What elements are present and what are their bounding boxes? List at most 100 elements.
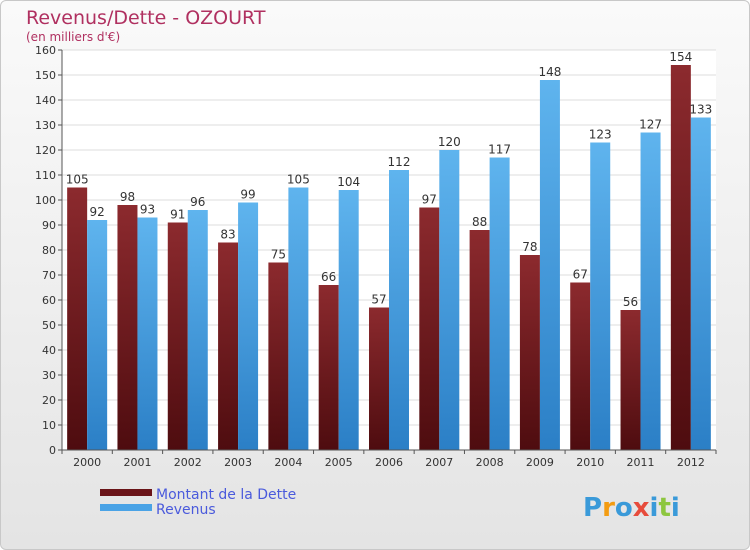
data-label: 148: [538, 65, 561, 79]
chart-subtitle: (en milliers d'€): [26, 30, 120, 44]
data-label: 97: [422, 193, 437, 207]
x-tick-label: 2002: [174, 456, 202, 469]
bar-dette: [218, 242, 239, 450]
data-label: 99: [240, 188, 255, 202]
legend-swatch-revenus: [100, 504, 152, 511]
x-tick-label: 2011: [627, 456, 655, 469]
bar-dette: [318, 285, 339, 450]
y-tick-label: 80: [42, 244, 56, 257]
y-tick-label: 110: [35, 169, 56, 182]
x-tick-label: 2004: [274, 456, 302, 469]
y-tick-label: 60: [42, 294, 56, 307]
data-label: 91: [170, 208, 185, 222]
x-tick-label: 2006: [375, 456, 403, 469]
data-label: 133: [689, 103, 712, 117]
data-label: 56: [623, 295, 638, 309]
bar-revenus: [640, 132, 661, 450]
bar-revenus: [137, 217, 158, 450]
data-label: 120: [438, 135, 461, 149]
bar-dette: [620, 310, 641, 450]
data-label: 112: [388, 155, 411, 169]
bar-revenus: [288, 187, 309, 450]
y-tick-label: 30: [42, 369, 56, 382]
data-label: 66: [321, 270, 336, 284]
x-tick-label: 2009: [526, 456, 554, 469]
data-label: 123: [589, 128, 612, 142]
x-tick-label: 2001: [123, 456, 151, 469]
data-label: 67: [573, 268, 588, 282]
bar-dette: [167, 222, 188, 450]
data-label: 88: [472, 215, 487, 229]
y-tick-label: 70: [42, 269, 56, 282]
x-tick-label: 2005: [325, 456, 353, 469]
logo-letter: r: [602, 493, 615, 523]
data-label: 92: [90, 205, 105, 219]
bar-revenus: [690, 117, 711, 450]
logo-letter: P: [583, 493, 602, 523]
proxiti-logo: Proxiti: [583, 493, 680, 523]
y-tick-label: 140: [35, 94, 56, 107]
y-tick-label: 40: [42, 344, 56, 357]
bar-revenus: [489, 157, 510, 450]
data-label: 98: [120, 190, 135, 204]
bar-revenus: [87, 220, 108, 450]
legend: Montant de la Dette Revenus: [100, 487, 296, 518]
bar-dette: [670, 65, 691, 450]
bar-revenus: [590, 142, 611, 450]
y-tick-label: 150: [35, 69, 56, 82]
bar-revenus: [389, 170, 409, 450]
data-label: 154: [669, 50, 692, 64]
bar-revenus: [439, 150, 460, 450]
y-tick-label: 100: [35, 194, 56, 207]
bar-dette: [519, 255, 540, 450]
bars: 105 92 98 93 91 96 83 99 75 105 66 104 57 112 97 120 88 1…: [66, 50, 712, 450]
bar-revenus: [238, 202, 259, 450]
data-label: 93: [140, 203, 155, 217]
bar-dette: [419, 207, 440, 450]
bar-dette: [369, 307, 389, 450]
y-tick-label: 120: [35, 144, 56, 157]
x-axis: 2000 2001 2002 2003 2004 2005 2006 2007 2008 2009…: [61, 449, 717, 469]
chart-title: Revenus/Dette - OZOURT: [26, 7, 266, 29]
y-tick-label: 0: [49, 444, 56, 457]
y-tick-label: 20: [42, 394, 56, 407]
bar-revenus: [187, 210, 208, 450]
bar-revenus: [539, 80, 560, 450]
bar-dette: [67, 187, 88, 450]
bar-dette: [469, 230, 490, 450]
y-tick-label: 50: [42, 319, 56, 332]
data-label: 78: [522, 240, 537, 254]
logo-letter: t: [658, 493, 670, 523]
x-tick-label: 2003: [224, 456, 252, 469]
y-tick-label: 130: [35, 119, 56, 132]
data-label: 104: [337, 175, 360, 189]
logo-letter: o: [615, 493, 633, 523]
data-label: 105: [66, 173, 89, 187]
data-label: 57: [371, 293, 386, 307]
legend-label-dette: Montant de la Dette: [156, 487, 296, 503]
y-tick-label: 10: [42, 419, 56, 432]
bar-dette: [268, 262, 289, 450]
legend-swatch-dette: [100, 489, 152, 496]
y-tick-label: 160: [35, 44, 56, 57]
data-label: 127: [639, 118, 662, 132]
logo-letter: x: [633, 493, 650, 523]
bar-dette: [570, 282, 591, 450]
x-tick-label: 2007: [425, 456, 453, 469]
y-axis: 0 10 20 30 40 50 60 70 80 90 100 110 120 130 140 150 160: [35, 44, 63, 457]
data-label: 105: [287, 173, 310, 187]
x-tick-label: 2012: [677, 456, 705, 469]
x-tick-label: 2008: [476, 456, 504, 469]
logo-letter: i: [650, 493, 659, 523]
data-label: 117: [488, 143, 511, 157]
data-label: 75: [271, 248, 286, 262]
x-tick-label: 2000: [73, 456, 101, 469]
data-label: 96: [190, 195, 205, 209]
logo-letter: i: [671, 493, 680, 523]
x-tick-label: 2010: [576, 456, 604, 469]
y-tick-label: 90: [42, 219, 56, 232]
data-label: 83: [220, 228, 235, 242]
legend-label-revenus: Revenus: [156, 502, 216, 518]
bar-revenus: [338, 190, 359, 450]
